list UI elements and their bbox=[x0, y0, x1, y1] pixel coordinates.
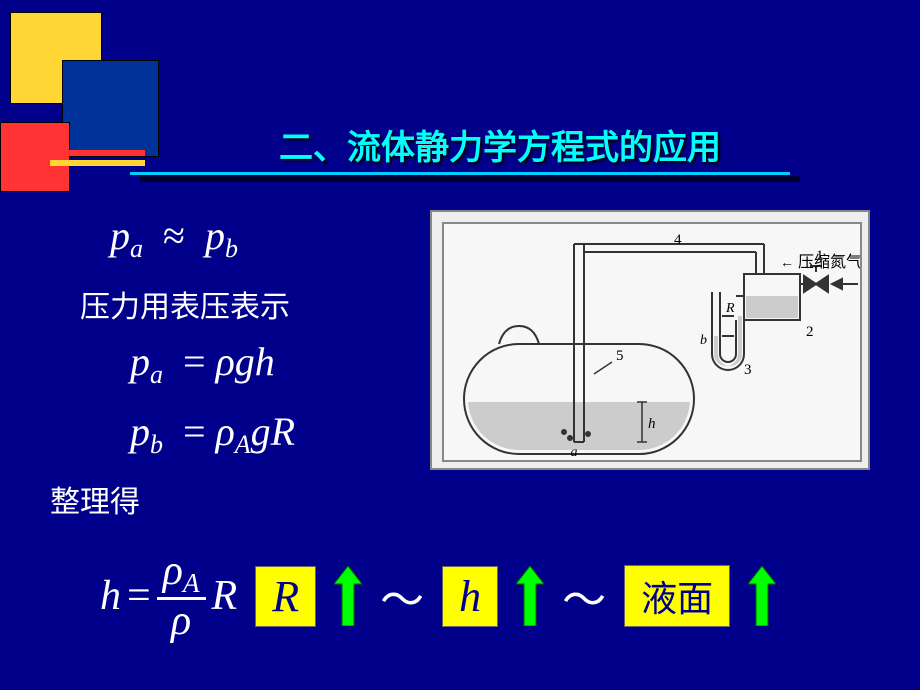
figure-label-5: 5 bbox=[616, 348, 624, 364]
highlight-box-h: h bbox=[442, 566, 498, 627]
equations-left-column: pa ≈ pb 压力用表压表示 pa = ρgh pb = ρAgR 整理得 bbox=[80, 200, 420, 527]
equation-pa-approx-pb: pa ≈ pb bbox=[110, 212, 420, 264]
title-underline bbox=[130, 172, 790, 175]
op-approx: ≈ bbox=[163, 213, 185, 258]
fraction-rhoA-over-rho: ρA ρ bbox=[157, 550, 206, 642]
equation-pa-rho-g-h: pa = ρgh bbox=[130, 338, 420, 390]
tilde-separator: ～ bbox=[562, 564, 606, 628]
sub-b: b bbox=[225, 234, 238, 263]
figure-label-R: R bbox=[725, 301, 735, 316]
var-p: p bbox=[130, 409, 150, 454]
figure-frame: 5 4 1 2 3 R b h a ← 压缩氮气 bbox=[430, 210, 870, 470]
figure-diagram: 5 4 1 2 3 R b h a ← 压缩氮气 bbox=[442, 222, 862, 462]
figure-label-b: b bbox=[700, 333, 707, 348]
up-arrow-icon bbox=[748, 566, 776, 626]
equation-final-h: h = ρA ρ R bbox=[100, 550, 237, 642]
figure-caption-compressed-nitrogen: ← 压缩氮气 bbox=[780, 248, 862, 272]
rhs-rho-g-h: ρgh bbox=[216, 339, 275, 384]
rho: ρ bbox=[165, 600, 197, 642]
highlight-box-R: R bbox=[255, 566, 316, 627]
op-eq: = bbox=[183, 339, 206, 384]
figure-label-2: 2 bbox=[806, 324, 814, 340]
g-R: gR bbox=[251, 409, 295, 454]
op-eq: = bbox=[183, 409, 206, 454]
slide: 二、流体静力学方程式的应用 pa ≈ pb 压力用表压表示 pa = ρgh p… bbox=[0, 0, 920, 690]
sub-A: A bbox=[183, 568, 200, 598]
figure-label-a: a bbox=[571, 445, 578, 460]
slide-title: 二、流体静力学方程式的应用 bbox=[200, 120, 800, 169]
tilde-separator: ～ bbox=[380, 564, 424, 628]
var-h: h bbox=[100, 572, 121, 620]
sub-a: a bbox=[130, 234, 143, 263]
figure-label-4: 4 bbox=[674, 232, 682, 248]
up-arrow-icon bbox=[516, 566, 544, 626]
bottom-row: h = ρA ρ R R ～ h ～ 液面 bbox=[100, 550, 776, 642]
gauge-pressure-label: 压力用表压表示 bbox=[80, 282, 420, 326]
rho: ρ bbox=[163, 548, 183, 594]
var-p: p bbox=[110, 213, 130, 258]
title-underline-shadow bbox=[140, 176, 800, 182]
equation-pb-rhoA-g-R: pb = ρAgR bbox=[130, 408, 420, 460]
var-p: p bbox=[130, 339, 150, 384]
var-p: p bbox=[205, 213, 225, 258]
figure-label-3: 3 bbox=[744, 362, 752, 378]
sub-b: b bbox=[150, 429, 163, 458]
var-R: R bbox=[212, 572, 238, 620]
rho: ρ bbox=[216, 409, 235, 454]
up-arrow-icon bbox=[334, 566, 362, 626]
highlight-box-liquid-level: 液面 bbox=[624, 565, 730, 627]
sub-A: A bbox=[235, 429, 251, 458]
figure-label-h: h bbox=[648, 416, 656, 432]
sub-a: a bbox=[150, 360, 163, 389]
simplify-label: 整理得 bbox=[50, 477, 420, 521]
op-eq: = bbox=[127, 572, 151, 620]
